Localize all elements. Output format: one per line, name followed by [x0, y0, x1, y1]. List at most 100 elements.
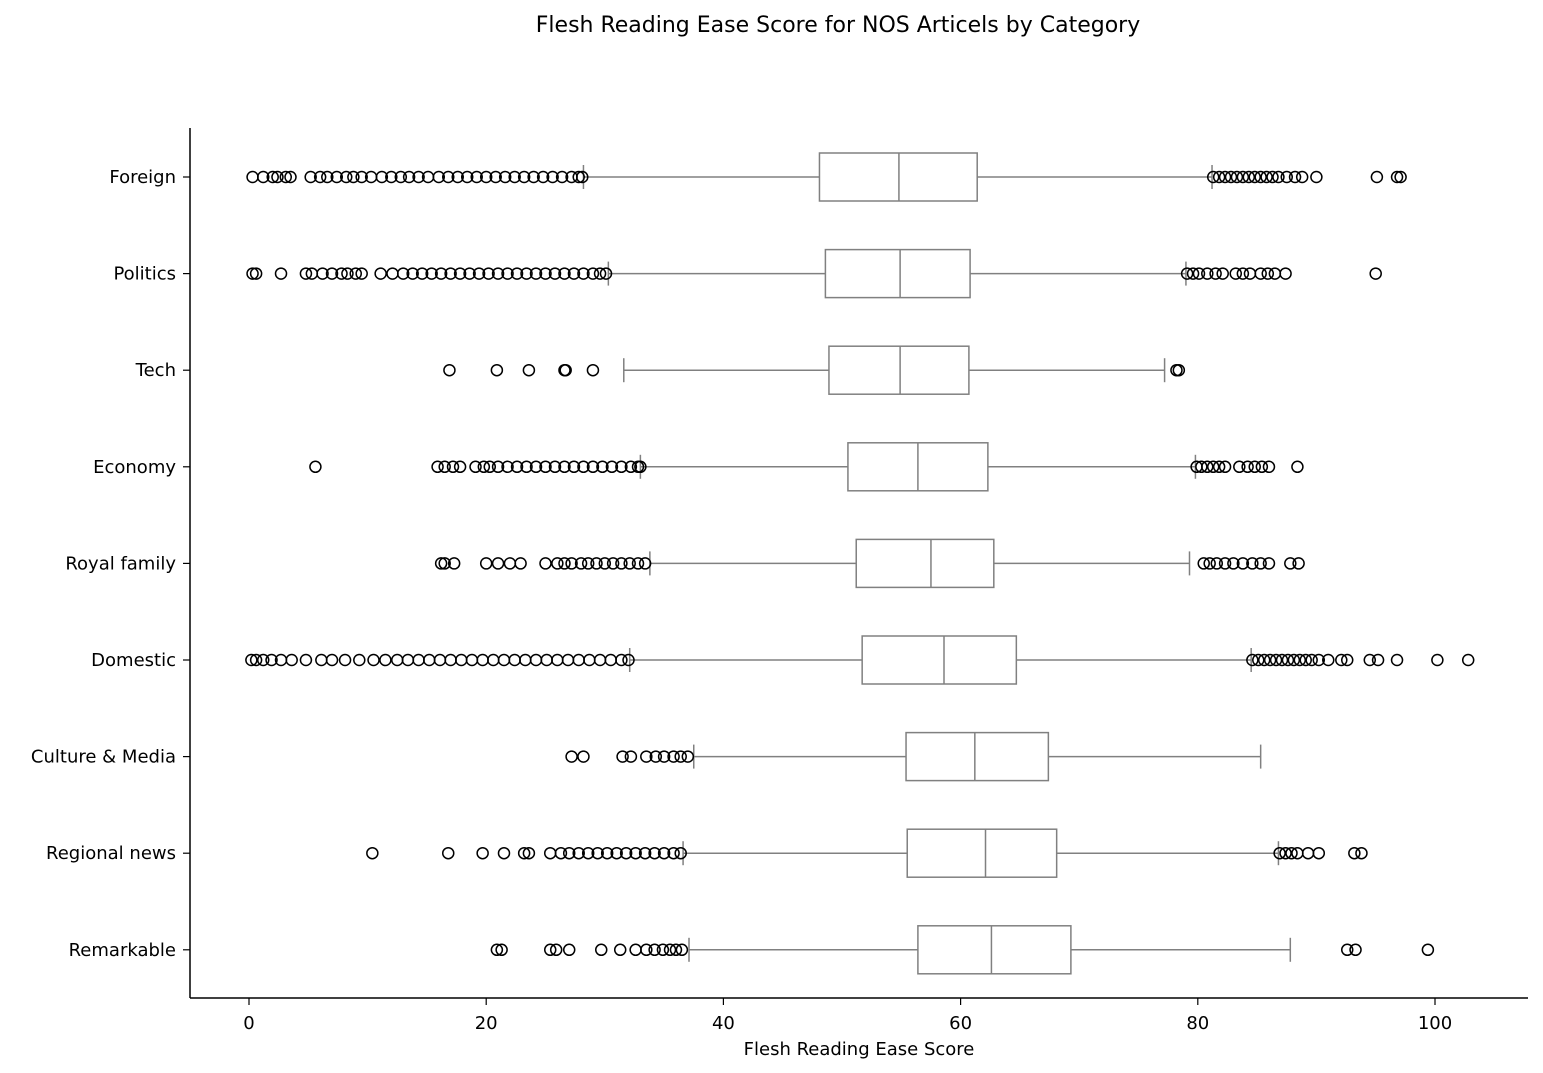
- outlier-point: [451, 170, 464, 184]
- outlier-point: [491, 557, 505, 570]
- outlier-point: [606, 557, 620, 570]
- outlier-point: [274, 267, 288, 280]
- outlier-point: [1206, 460, 1220, 474]
- outlier-point: [1218, 460, 1232, 474]
- outlier-point: [401, 653, 415, 667]
- outlier-point: [1312, 846, 1326, 860]
- outlier-point: [299, 267, 313, 280]
- iqr-box: [917, 925, 1072, 975]
- outlier-point: [517, 846, 531, 860]
- x-tick-label: 80: [1186, 1013, 1209, 1034]
- outlier-point: [581, 557, 595, 570]
- y-tick-label: Politics: [113, 264, 176, 285]
- plot-area: [245, 152, 1475, 975]
- outlier-point: [619, 846, 633, 860]
- outlier-point: [1335, 653, 1348, 667]
- box-group: [443, 345, 1186, 395]
- outlier-point: [325, 653, 339, 667]
- outlier-point: [577, 750, 590, 763]
- outlier-point: [284, 170, 297, 184]
- outlier-point: [249, 267, 263, 280]
- outlier-point: [1255, 460, 1269, 474]
- outlier-point: [406, 267, 419, 280]
- outlier-point: [510, 460, 524, 474]
- outlier-point: [590, 557, 603, 570]
- outlier-point: [441, 170, 455, 184]
- outlier-point: [613, 943, 627, 957]
- outlier-point: [246, 170, 259, 184]
- outlier-point: [385, 170, 398, 184]
- outlier-point: [520, 460, 533, 474]
- outlier-point: [586, 460, 600, 474]
- outlier-point: [1218, 557, 1232, 570]
- outlier-point: [1284, 557, 1297, 570]
- outlier-point: [470, 170, 483, 184]
- outlier-point: [434, 267, 448, 280]
- outlier-point: [565, 557, 578, 570]
- outlier-point: [656, 943, 670, 957]
- outlier-point: [1269, 653, 1283, 667]
- outlier-point: [491, 460, 505, 474]
- outlier-point: [631, 557, 645, 570]
- box-group: [366, 828, 1368, 878]
- outlier-point: [495, 943, 508, 957]
- outlier-point: [572, 653, 585, 667]
- outlier-point: [279, 170, 293, 184]
- outlier-point: [1363, 653, 1377, 667]
- outlier-point: [503, 557, 517, 570]
- outlier-point: [657, 750, 671, 763]
- outlier-point: [1241, 460, 1254, 474]
- outlier-point: [615, 460, 628, 474]
- outlier-point: [497, 653, 511, 667]
- outlier-point: [366, 846, 379, 860]
- outlier-point: [648, 943, 661, 957]
- outlier-point: [1195, 460, 1208, 474]
- outlier-point: [246, 267, 259, 280]
- outlier-point: [498, 170, 512, 184]
- outlier-point: [1243, 267, 1257, 280]
- outlier-point: [1246, 557, 1259, 570]
- outlier-point: [1421, 943, 1435, 957]
- outlier-point: [629, 846, 642, 860]
- outlier-point: [501, 460, 514, 474]
- chart-title: Flesh Reading Ease Score for NOS Articel…: [536, 13, 1140, 38]
- outlier-point: [1236, 170, 1250, 184]
- y-tick-label: Royal family: [65, 553, 176, 574]
- outlier-point: [561, 653, 575, 667]
- outlier-point: [615, 557, 628, 570]
- outlier-point: [623, 557, 636, 570]
- axes: [189, 128, 1528, 999]
- outlier-point: [519, 653, 532, 667]
- y-tick-label: Domestic: [91, 650, 176, 671]
- outlier-point: [649, 750, 663, 763]
- outlier-point: [391, 653, 404, 667]
- outlier-point: [634, 460, 647, 474]
- outlier-point: [431, 460, 444, 474]
- y-tick-label: Foreign: [109, 167, 176, 188]
- outlier-point: [1201, 267, 1214, 280]
- y-tick-label: Tech: [135, 360, 176, 381]
- outlier-point: [1279, 846, 1292, 860]
- outlier-point: [593, 653, 607, 667]
- iqr-box: [861, 635, 1018, 685]
- outlier-point: [299, 653, 313, 667]
- outlier-point: [487, 653, 500, 667]
- outlier-point: [386, 267, 399, 280]
- outlier-point: [577, 267, 590, 280]
- outlier-point: [271, 170, 284, 184]
- outlier-point: [453, 267, 467, 280]
- outlier-point: [1293, 653, 1307, 667]
- outlier-point: [1390, 170, 1404, 184]
- outlier-point: [1272, 170, 1285, 184]
- outlier-point: [1227, 557, 1240, 570]
- outlier-point: [1218, 170, 1232, 184]
- outlier-point: [441, 846, 455, 860]
- outlier-point: [1292, 557, 1305, 570]
- outlier-point: [622, 653, 635, 667]
- outlier-point: [551, 557, 564, 570]
- box-group: [565, 731, 1262, 782]
- outlier-point: [438, 460, 451, 474]
- outlier-point: [1312, 653, 1326, 667]
- outlier-point: [472, 267, 486, 280]
- outlier-point: [1281, 653, 1295, 667]
